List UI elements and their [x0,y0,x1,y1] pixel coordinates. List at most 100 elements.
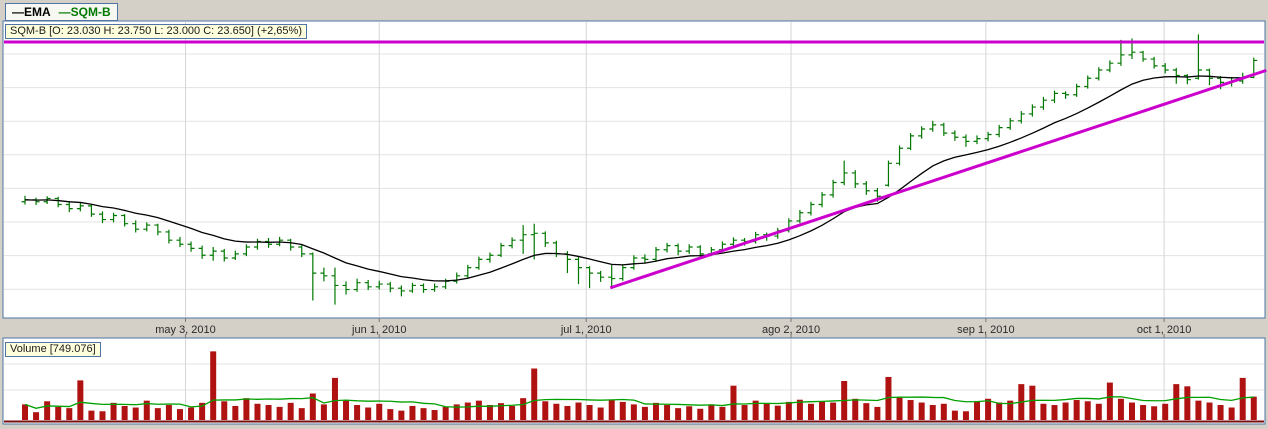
volume-bar [763,403,770,420]
volume-bar [796,399,803,420]
trend-line [609,68,1267,290]
ohlc-bar [1183,74,1191,85]
ema-line-swatch-icon: — [12,5,24,19]
ohlc-bar [1017,111,1025,124]
ohlc-bar [420,283,428,293]
volume-bar [22,404,28,420]
legend-item-sqmb: — SQM-B [59,5,111,19]
volume-bar [199,402,206,420]
ohlc-bar [1051,90,1059,103]
volume-bar [974,401,981,420]
ohlc-bar [851,170,859,189]
volume-bar [221,401,228,420]
volume-bar [343,400,350,420]
ohlc-bar [608,264,616,288]
ohlc-bar [209,247,217,261]
volume-bar [1007,400,1014,420]
volume-bar [88,410,95,420]
volume-bar [785,401,792,420]
ohlc-bar [685,244,693,254]
x-axis-label: sep 1, 2010 [957,324,1015,336]
volume-bar [1029,385,1036,420]
ohlc-bar [1028,104,1036,117]
ohlc-bar [1172,67,1180,84]
ohlc-bar [364,279,372,291]
volume-bar [741,405,748,420]
volume-bar [1239,377,1246,420]
volume-bar [708,404,715,420]
volume-bar [1173,384,1180,420]
ohlc-bar [397,285,405,297]
ohlc-bar [807,201,815,216]
volume-bar [852,398,859,420]
ohlc-bar [530,223,538,260]
ohlc-bar [486,252,494,263]
volume-bar [652,402,659,420]
ohlc-bar [984,131,992,142]
ohlc-bar [298,244,306,258]
volume-bar [940,403,947,420]
volume-bar [486,405,493,420]
ohlc-bar [187,241,195,252]
volume-bar [918,402,925,420]
volume-bar [996,402,1003,420]
volume-bar [608,400,615,420]
volume-bar [1162,403,1169,420]
volume-bar [287,402,294,420]
ohlc-bar [884,160,892,187]
volume-bar [309,393,316,420]
volume-bar [1151,406,1158,420]
volume-bar [298,408,305,420]
volume-bar [110,402,117,420]
volume-bar [1106,382,1113,420]
volume-bar [365,407,372,420]
ohlc-bar [1095,67,1103,81]
volume-bar [509,405,516,420]
ohlc-bar [342,281,350,295]
ohlc-bar [431,283,439,292]
price-panel[interactable] [2,20,1266,319]
ohlc-bar [896,145,904,166]
volume-bar [863,403,870,420]
volume-bar [619,401,626,420]
ohlc-bar [220,248,228,262]
ohlc-bar [76,202,84,212]
ohlc-bar [619,264,627,281]
volume-bar [398,410,405,420]
ohlc-bar [198,245,206,259]
volume-bar [985,398,992,420]
volume-bar [420,408,427,420]
volume-bar [387,409,394,420]
volume-bar [896,397,903,420]
volume-bar [951,410,958,420]
volume-bar [575,402,582,420]
ohlc-bar [1084,75,1092,89]
volume-bar [44,401,51,420]
volume-bar [630,404,637,420]
volume-bar [475,400,482,420]
volume-bar [210,351,217,420]
ohlc-bar [464,264,472,279]
volume-ma-line [24,396,1254,409]
volume-bar [641,406,648,420]
volume-bar [431,410,438,420]
volume-bar [1062,402,1069,420]
ohlc-bar [331,267,339,305]
volume-bar [77,380,84,420]
chart-legend: — EMA — SQM-B [5,3,118,21]
volume-bar [807,403,814,420]
ema-line [24,74,1254,282]
ohlc-bar [1161,63,1169,74]
volume-bar [121,405,128,420]
ohlc-bar [110,212,118,223]
ohlc-bar [1073,83,1081,97]
ohlc-bar [575,257,582,285]
ohlc-bar [929,120,937,132]
volume-bar [243,398,250,420]
volume-bar [719,406,726,420]
ohlc-bar [320,267,328,282]
volume-bar [874,406,881,420]
ohlc-bar [962,134,970,147]
ohlc-bar [918,126,926,139]
